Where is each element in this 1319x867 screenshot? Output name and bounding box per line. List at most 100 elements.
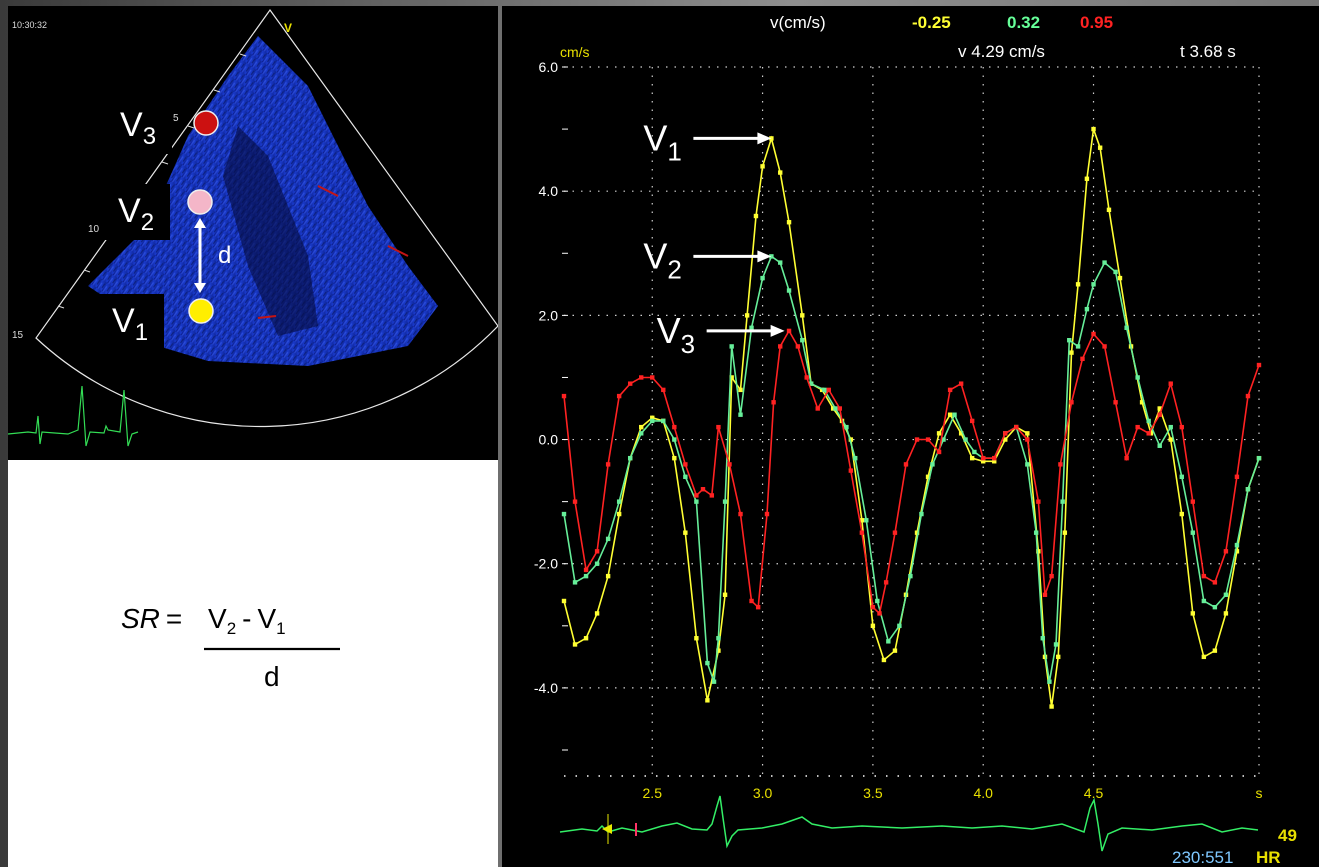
echo-svg: 10:30:32 5 10 15 V V3 V2 V1 d xyxy=(8,8,498,447)
series-point-0 xyxy=(561,598,567,604)
series-point-0 xyxy=(1190,611,1196,616)
series-point-0 xyxy=(981,459,986,464)
series-line-1 xyxy=(563,255,1260,682)
series-point-2 xyxy=(1157,412,1162,417)
chamber-shadow xyxy=(223,126,318,336)
series-point-1 xyxy=(1040,636,1045,641)
series-point-2 xyxy=(826,387,831,393)
series-point-1 xyxy=(800,338,805,343)
series-point-0 xyxy=(753,213,759,219)
sample-point-v3[interactable] xyxy=(193,110,219,136)
series-point-0 xyxy=(1049,704,1054,709)
series-point-2 xyxy=(936,449,942,455)
series-point-0 xyxy=(605,573,611,579)
series-point-2 xyxy=(1256,362,1262,368)
series-point-1 xyxy=(561,511,567,517)
series-point-1 xyxy=(1223,592,1229,597)
series-point-2 xyxy=(650,375,655,380)
depth-label-10: 10 xyxy=(88,224,100,235)
series-point-2 xyxy=(771,400,776,405)
series-point-2 xyxy=(1003,431,1008,436)
series-point-1 xyxy=(1212,604,1218,610)
series-point-1 xyxy=(1091,282,1096,287)
readout-velocity: v 4.29 cm/s xyxy=(958,42,1045,61)
series-point-0 xyxy=(1212,648,1218,653)
y-tick-label: -2.0 xyxy=(534,556,558,572)
series-point-0 xyxy=(992,459,997,464)
series-point-1 xyxy=(1075,344,1081,349)
series-point-2 xyxy=(672,424,677,430)
chart-axes: 6.0 4.0 2.0 0.0 -2.0 -4.0 2.5 3.0 3.5 4.0 4.5 cm/s s xyxy=(534,44,1263,801)
series-point-2 xyxy=(709,493,715,498)
series-point-0 xyxy=(859,518,865,523)
series-point-1 xyxy=(1157,443,1162,448)
series-point-0 xyxy=(925,474,931,479)
series-point-1 xyxy=(583,573,589,579)
sample-point-v1[interactable] xyxy=(188,298,214,324)
series-point-2 xyxy=(848,468,854,473)
series-point-0 xyxy=(616,511,622,517)
series-point-2 xyxy=(883,580,889,585)
series-point-1 xyxy=(853,455,858,461)
y-tick-label: 6.0 xyxy=(539,59,559,75)
series-point-1 xyxy=(683,474,688,479)
series-point-0 xyxy=(778,170,783,175)
doppler-fleck xyxy=(317,185,339,197)
series-point-1 xyxy=(639,431,644,436)
label-box-v3 xyxy=(106,98,172,154)
ecg-trace xyxy=(559,795,1259,852)
formula-panel: SR = V2- V1 d xyxy=(8,460,498,867)
series-point-1 xyxy=(616,499,622,504)
label-box-v1 xyxy=(98,294,164,350)
formula-denominator: d xyxy=(264,661,280,692)
series-point-2 xyxy=(1201,573,1207,579)
y-tick-label: -4.0 xyxy=(534,680,558,696)
series-point-2 xyxy=(616,393,622,399)
series-point-2 xyxy=(804,375,809,380)
series-point-0 xyxy=(892,648,898,653)
readout-time: t 3.68 s xyxy=(1180,42,1236,61)
series-point-1 xyxy=(833,406,838,411)
series-point-0 xyxy=(744,313,750,318)
series-point-2 xyxy=(1146,431,1151,436)
series-point-0 xyxy=(870,623,876,629)
series-point-0 xyxy=(1139,400,1145,405)
series-point-1 xyxy=(769,254,774,259)
sample-point-v2[interactable] xyxy=(187,189,213,215)
series-point-1 xyxy=(1060,499,1065,504)
series-point-2 xyxy=(795,344,801,349)
series-point-2 xyxy=(1168,381,1173,386)
series-point-0 xyxy=(672,455,677,461)
depth-label-5: 5 xyxy=(173,113,179,124)
x-tick-label: 4.0 xyxy=(973,785,993,801)
series-point-1 xyxy=(716,636,721,641)
series-point-0 xyxy=(694,636,699,641)
series-point-1 xyxy=(908,573,913,579)
series-point-1 xyxy=(1067,338,1072,343)
label-v3: V3 xyxy=(120,106,156,150)
series-point-0 xyxy=(1036,549,1041,554)
series-point-1 xyxy=(1179,474,1184,479)
series-point-2 xyxy=(958,381,964,386)
series-point-1 xyxy=(952,412,957,417)
annotation-arrow-head xyxy=(757,132,772,145)
series-point-1 xyxy=(572,580,578,585)
series-point-0 xyxy=(1201,654,1207,660)
hr-value: 49 xyxy=(1278,826,1297,845)
series-point-1 xyxy=(760,275,765,281)
series-point-2 xyxy=(947,387,953,393)
series-point-2 xyxy=(755,604,761,610)
series-point-1 xyxy=(738,412,743,417)
series-point-1 xyxy=(672,437,677,442)
series-point-2 xyxy=(738,511,743,517)
series-point-0 xyxy=(786,220,792,225)
series-point-1 xyxy=(1190,530,1196,535)
echo-image-panel: 10:30:32 5 10 15 V V3 V2 V1 d xyxy=(8,6,498,460)
readout-label: v(cm/s) xyxy=(770,13,826,32)
series-point-2 xyxy=(605,462,611,467)
series-point-2 xyxy=(1223,549,1229,554)
y-tick-label: 0.0 xyxy=(539,432,559,448)
series-point-2 xyxy=(1124,455,1129,461)
series-point-0 xyxy=(1157,406,1162,411)
series-point-0 xyxy=(1148,431,1154,436)
